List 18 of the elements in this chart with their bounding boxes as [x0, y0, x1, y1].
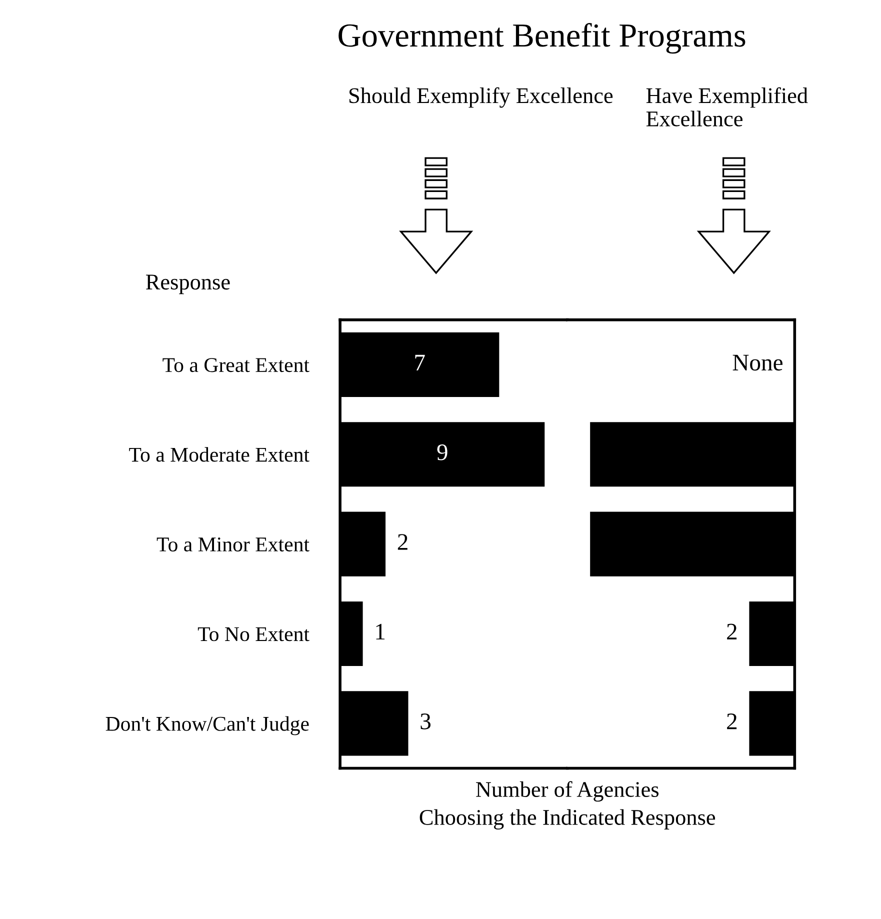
data-label: 2 — [727, 624, 737, 640]
chart-subtitle: Have Exemplified Excellence — [646, 87, 808, 126]
data-label: 7 — [415, 354, 425, 370]
x-axis-title: Number of Agencies Choosing the Indicated Response — [420, 781, 716, 830]
y-tick-label: To a Great Extent — [162, 358, 310, 372]
data-label: None — [732, 354, 782, 371]
y-tick-label: To a Minor Extent — [156, 537, 310, 552]
chart-title: Government Benefit Programs — [338, 22, 746, 54]
y-axis-title: Response — [146, 274, 230, 294]
y-tick-label: To a Moderate Extent — [129, 447, 310, 462]
data-label: 1 — [376, 624, 385, 640]
data-label: 3 — [420, 713, 431, 730]
data-label: 2 — [727, 713, 737, 730]
data-label: 2 — [398, 534, 408, 550]
chart-subtitle: Should Exemplify Excellence — [349, 87, 613, 108]
data-label: 9 — [437, 444, 448, 460]
y-tick-label: To No Extent — [198, 627, 310, 642]
y-tick-label: Don't Know/Can't Judge — [106, 716, 309, 736]
